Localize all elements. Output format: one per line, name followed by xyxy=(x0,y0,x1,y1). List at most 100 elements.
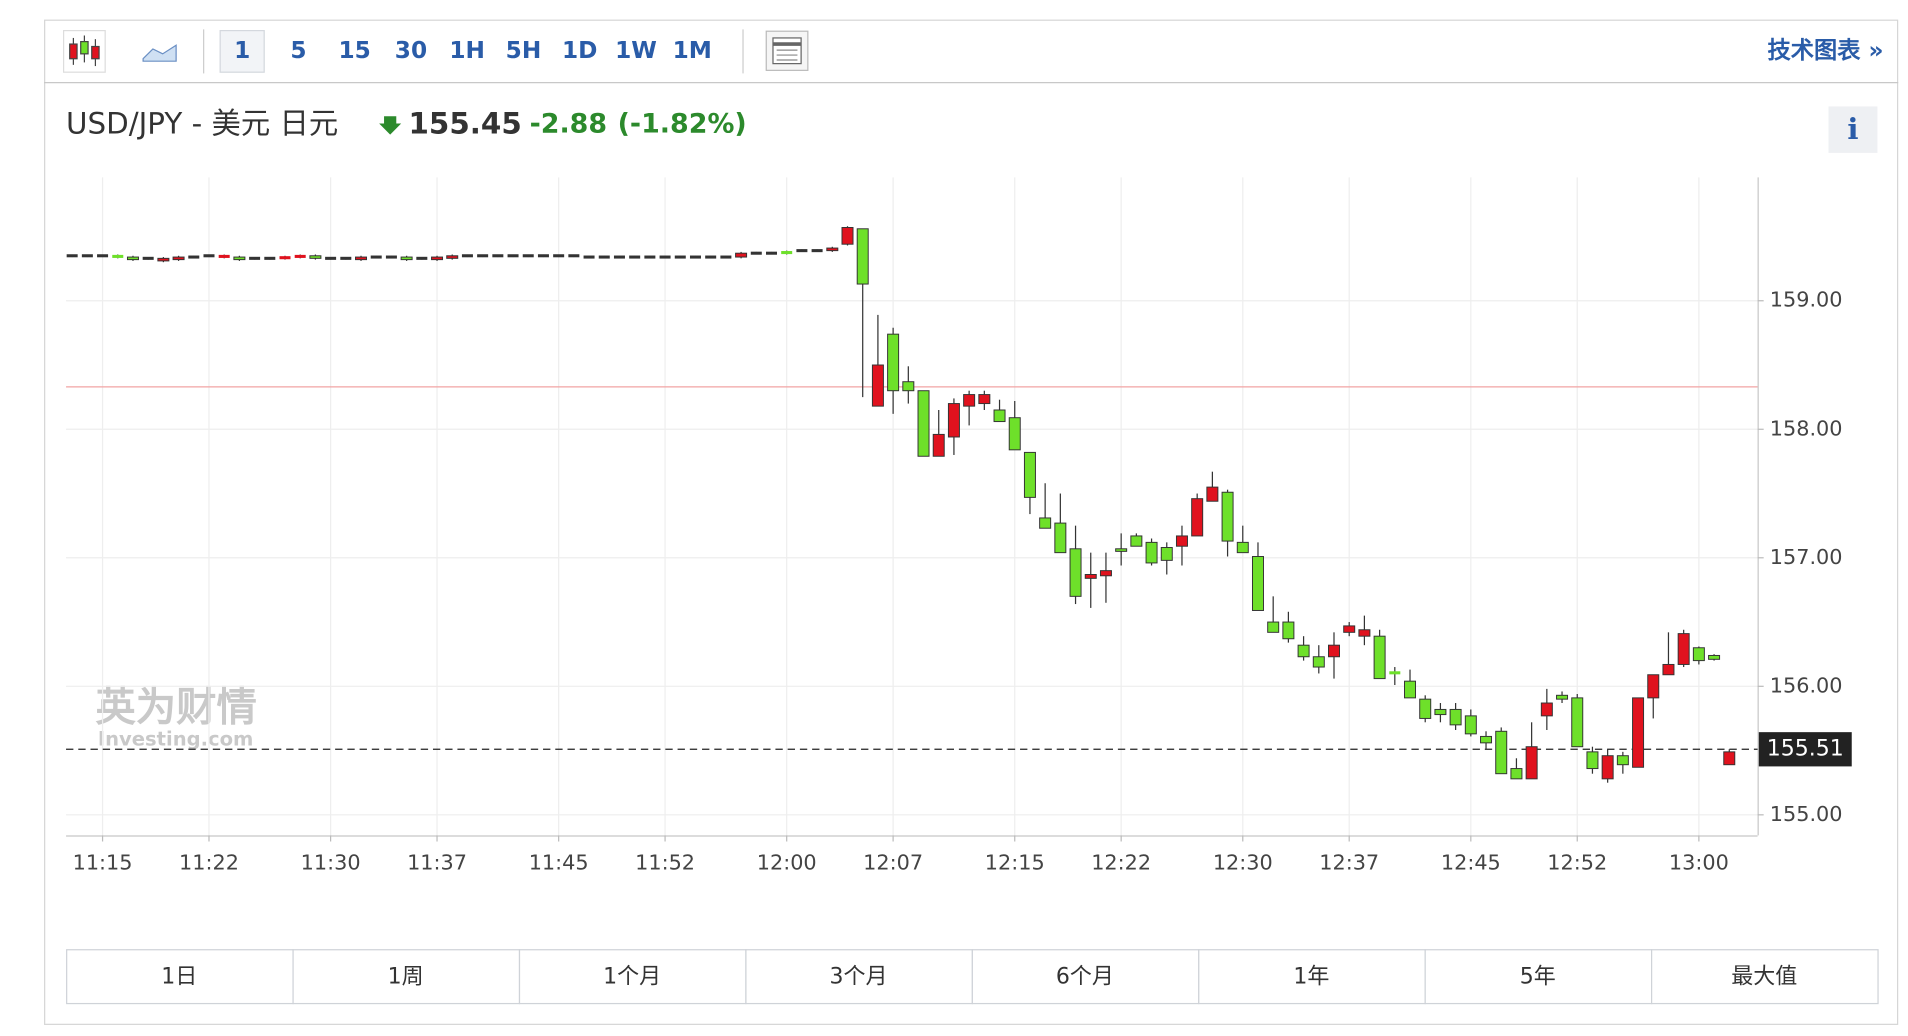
area-icon[interactable] xyxy=(142,44,177,62)
range-button[interactable] xyxy=(745,949,973,1005)
range-label[interactable]: 1日 xyxy=(161,964,197,989)
range-label[interactable]: 1个月 xyxy=(603,964,661,989)
candle-body xyxy=(1069,548,1082,597)
candle-body xyxy=(1434,708,1447,716)
candles-icon[interactable] xyxy=(62,29,106,73)
x-tick-label: 11:15 xyxy=(73,851,133,875)
candle-body xyxy=(1616,755,1629,766)
candle-body xyxy=(1586,751,1599,770)
candle-body xyxy=(1297,644,1310,658)
candle-body xyxy=(1221,491,1234,542)
candle-body xyxy=(172,256,185,261)
candle-body xyxy=(1343,625,1356,633)
candle-body xyxy=(1632,697,1645,768)
candle-body xyxy=(978,394,991,405)
interval-button[interactable]: 1D xyxy=(562,37,597,64)
candle-body xyxy=(355,256,368,261)
candle-body xyxy=(1495,730,1508,775)
change: -2.88 xyxy=(530,108,608,139)
x-tick-label: 12:45 xyxy=(1441,851,1501,875)
change-pct: (-1.82%) xyxy=(618,108,747,139)
candle-body xyxy=(431,256,444,261)
y-tick-label: 157.00 xyxy=(1770,545,1843,569)
candle-body xyxy=(1464,715,1477,735)
widget-frame xyxy=(44,19,1899,1025)
interval-button[interactable]: 1W xyxy=(615,37,657,64)
candle-body xyxy=(233,256,246,261)
candle-body xyxy=(1023,451,1036,498)
x-tick-label: 12:00 xyxy=(757,851,817,875)
x-tick-label: 13:00 xyxy=(1669,851,1729,875)
y-tick-label: 156.00 xyxy=(1770,673,1843,697)
candle-body xyxy=(826,247,839,252)
candle-body xyxy=(1008,417,1021,451)
candle-body xyxy=(1191,498,1204,537)
icon-body xyxy=(69,43,78,60)
candle-body xyxy=(1236,541,1249,554)
candle-body xyxy=(1130,535,1143,547)
candle-body xyxy=(917,390,930,457)
x-tick-label: 11:22 xyxy=(179,851,239,875)
range-label[interactable]: 3个月 xyxy=(830,964,888,989)
table-icon[interactable] xyxy=(765,30,809,71)
candle-body xyxy=(1175,535,1188,547)
candle-body xyxy=(1540,702,1553,717)
candle-body xyxy=(1556,694,1569,700)
interval-button[interactable]: 30 xyxy=(395,37,427,64)
info-label[interactable]: i xyxy=(1847,111,1858,146)
info-button[interactable] xyxy=(1828,106,1878,153)
x-tick-label: 11:45 xyxy=(529,851,589,875)
range-label[interactable]: 6个月 xyxy=(1056,964,1114,989)
candle-body xyxy=(309,255,322,259)
candle-body xyxy=(1708,654,1721,660)
range-button[interactable] xyxy=(971,949,1200,1005)
candle-body xyxy=(1692,647,1705,662)
candle-body xyxy=(1358,629,1371,637)
range-label[interactable]: 最大值 xyxy=(1731,964,1797,989)
range-label[interactable]: 1周 xyxy=(388,964,424,989)
interval-button[interactable]: 1 xyxy=(234,37,250,64)
x-tick-label: 11:30 xyxy=(301,851,361,875)
candle-body xyxy=(902,381,915,392)
interval-button[interactable]: 15 xyxy=(339,37,371,64)
candle-body xyxy=(1099,570,1112,577)
candle-body xyxy=(932,433,945,457)
x-tick-label: 12:37 xyxy=(1319,851,1379,875)
range-button[interactable] xyxy=(66,949,294,1005)
interval-button[interactable]: 5 xyxy=(290,37,306,64)
candle-body xyxy=(1373,635,1386,680)
candle-body xyxy=(871,364,884,407)
range-button[interactable] xyxy=(1651,949,1879,1005)
range-label[interactable]: 5年 xyxy=(1520,964,1556,989)
candle-body xyxy=(1328,644,1340,658)
candle-body xyxy=(947,403,960,438)
technical-chart-link[interactable]: 技术图表 » xyxy=(1768,37,1884,64)
range-button[interactable] xyxy=(1198,949,1426,1005)
candle-body xyxy=(1480,735,1493,744)
watermark-brand: 英为财情 xyxy=(95,683,256,730)
x-tick-label: 12:52 xyxy=(1547,851,1607,875)
candle-body xyxy=(157,257,170,262)
y-tick-label: 155.00 xyxy=(1770,802,1843,826)
interval-selected[interactable] xyxy=(219,29,265,73)
icon-area[interactable] xyxy=(142,44,177,62)
candle-body xyxy=(1571,697,1584,748)
candle-body xyxy=(1160,547,1173,561)
interval-button[interactable]: 1M xyxy=(673,37,712,64)
interval-button[interactable]: 5H xyxy=(506,37,542,64)
y-tick-label: 158.00 xyxy=(1770,416,1843,440)
range-button[interactable] xyxy=(518,949,747,1005)
candle-body xyxy=(1525,746,1538,780)
x-tick-label: 11:37 xyxy=(407,851,467,875)
candle-body xyxy=(963,394,976,407)
range-button[interactable] xyxy=(292,949,521,1005)
y-tick-label: 159.00 xyxy=(1770,288,1843,312)
icon-body xyxy=(80,40,89,55)
candle-body xyxy=(993,409,1006,423)
range-label[interactable]: 1年 xyxy=(1293,964,1329,989)
interval-button[interactable]: 1H xyxy=(449,37,485,64)
range-button[interactable] xyxy=(1424,949,1653,1005)
candle-body xyxy=(1039,517,1052,529)
candle-body xyxy=(1677,633,1690,665)
last-price-label: 155.51 xyxy=(1767,736,1844,761)
